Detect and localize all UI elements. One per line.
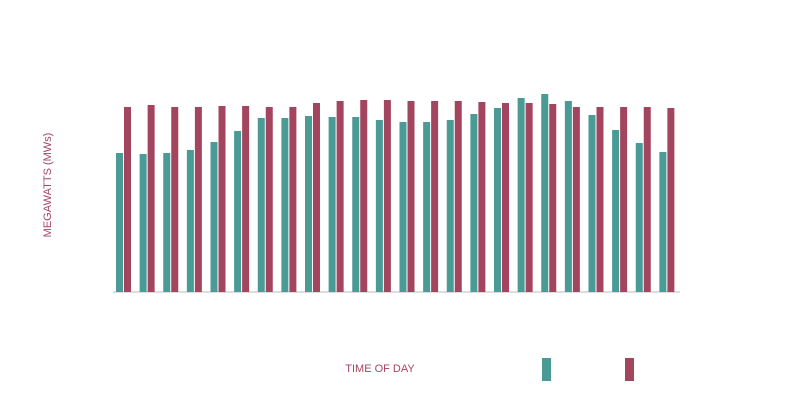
bar — [525, 103, 533, 292]
bar — [635, 143, 643, 292]
x-axis-label: TIME OF DAY — [345, 363, 415, 375]
bar — [399, 122, 407, 292]
bar — [549, 104, 557, 292]
bar — [470, 114, 478, 292]
bar — [313, 103, 320, 292]
bar — [352, 117, 360, 292]
bar — [234, 131, 242, 292]
bar — [667, 108, 675, 292]
bar — [218, 106, 226, 292]
bar — [328, 117, 336, 292]
bar — [336, 101, 344, 292]
bar — [289, 107, 297, 292]
bar — [139, 154, 147, 292]
bar — [596, 107, 604, 292]
bar — [383, 100, 391, 292]
bar — [423, 122, 431, 292]
bar — [305, 116, 312, 292]
bar — [116, 153, 123, 292]
bar — [431, 101, 439, 292]
bar — [620, 107, 628, 292]
bar — [194, 107, 202, 292]
bar — [572, 107, 580, 292]
bar — [163, 153, 171, 292]
bar — [186, 150, 194, 292]
bar — [147, 105, 155, 292]
bar — [265, 107, 273, 292]
bar — [454, 101, 462, 292]
bar — [446, 120, 454, 292]
legend-swatch — [625, 358, 634, 381]
bar — [407, 101, 415, 292]
bar — [517, 98, 525, 292]
bar — [360, 100, 368, 292]
bar — [612, 130, 620, 292]
bar — [541, 94, 549, 292]
bar — [257, 118, 265, 292]
bar — [281, 118, 289, 292]
bar — [210, 142, 218, 292]
bar — [242, 106, 250, 292]
legend-swatch — [542, 358, 551, 381]
bar — [124, 107, 131, 292]
bar — [478, 102, 486, 292]
bar — [588, 115, 596, 292]
bar — [494, 108, 501, 292]
bar — [659, 152, 667, 292]
bar — [171, 107, 179, 292]
bar — [502, 103, 509, 292]
bar — [375, 120, 383, 292]
bar — [643, 107, 651, 292]
bar — [564, 101, 572, 292]
y-axis-label: MEGAWATTS (MWs) — [42, 133, 54, 238]
